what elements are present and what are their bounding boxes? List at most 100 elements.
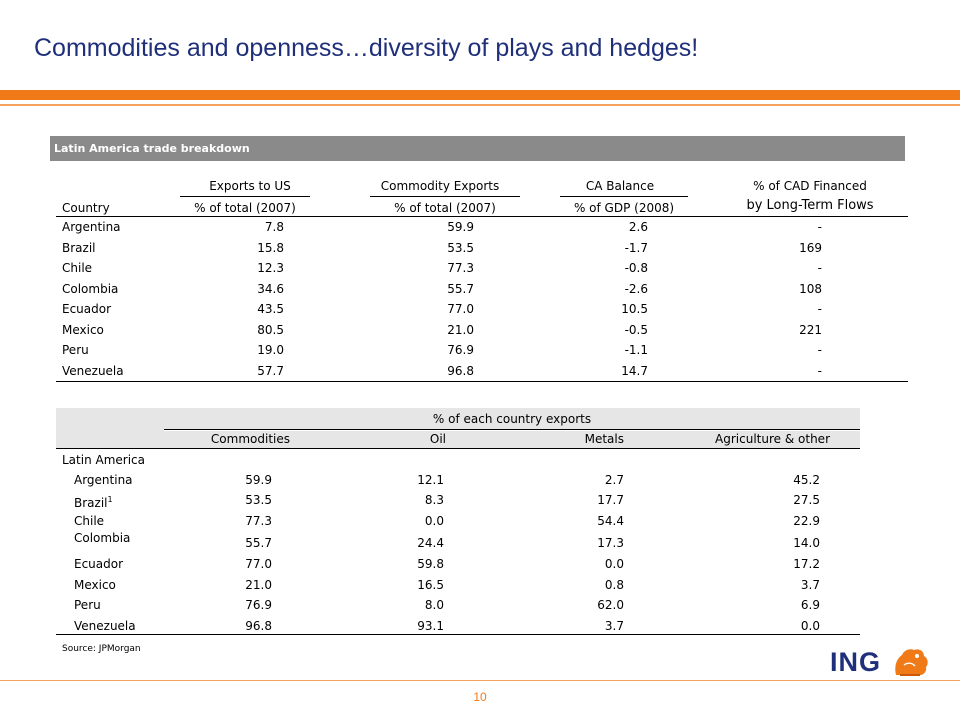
exports-us-value: 12.3	[257, 261, 284, 275]
oil-value: 12.1	[417, 473, 444, 487]
agriculture-value: 45.2	[793, 473, 820, 487]
country-name: Argentina	[74, 473, 133, 487]
agriculture-value: 27.5	[793, 493, 820, 507]
country-name: Brazil	[62, 241, 96, 255]
header-ca-balance: CA Balance	[585, 179, 655, 193]
commodity-value: 53.5	[447, 241, 474, 255]
ca-balance-value: 10.5	[621, 302, 648, 316]
exports-us-value: 34.6	[257, 282, 284, 296]
oil-value: 93.1	[417, 619, 444, 633]
section-header: Latin America trade breakdown	[50, 136, 905, 161]
cad-financed-value: 169	[799, 241, 822, 255]
oil-value: 59.8	[417, 557, 444, 571]
country-name: Chile	[74, 514, 105, 528]
super-header: % of each country exports	[432, 412, 592, 426]
header-country: Country	[62, 201, 110, 215]
ca-balance-value: -0.8	[624, 261, 648, 275]
agriculture-value: 17.2	[793, 557, 820, 571]
ca-balance-value: -1.7	[624, 241, 648, 255]
metals-value: 0.0	[604, 557, 624, 571]
exports-us-value: 57.7	[257, 364, 284, 378]
footnote-marker: 1	[107, 495, 113, 504]
commodities-value: 96.8	[245, 619, 272, 633]
exports-us-value: 43.5	[257, 302, 284, 316]
country-name: Brazil1	[74, 495, 113, 510]
commodities-value: 55.7	[245, 536, 272, 550]
country-name: Ecuador	[62, 302, 112, 316]
header-cad-unit: by Long-Term Flows	[746, 198, 874, 213]
agriculture-value: 22.9	[793, 514, 820, 528]
commodity-value: 76.9	[447, 343, 474, 357]
metals-value: 0.8	[604, 578, 624, 592]
commodity-value: 77.3	[447, 261, 474, 275]
cad-financed-value: 108	[799, 282, 822, 296]
metals-value: 54.4	[597, 514, 624, 528]
ing-logo: ING	[830, 645, 940, 681]
cad-financed-value: -	[817, 261, 822, 275]
logo-text: ING	[830, 647, 882, 677]
oil-value: 8.3	[424, 493, 444, 507]
commodity-value: 96.8	[447, 364, 474, 378]
country-name: Argentina	[62, 220, 121, 234]
header-accent-line	[0, 104, 960, 106]
header-commodity-exports: Commodity Exports	[380, 179, 500, 193]
commodities-value: 59.9	[245, 473, 272, 487]
header-exports-us-unit: % of total (2007)	[194, 201, 296, 215]
page-title: Commodities and openness…diversity of pl…	[34, 34, 699, 62]
ca-balance-value: -2.6	[624, 282, 648, 296]
cad-financed-value: -	[817, 220, 822, 234]
agriculture-value: 6.9	[800, 598, 820, 612]
commodity-value: 21.0	[447, 323, 474, 337]
header-cad-financed: % of CAD Financed	[753, 179, 867, 193]
group-label: Latin America	[62, 453, 145, 467]
metals-value: 62.0	[597, 598, 624, 612]
oil-value: 24.4	[417, 536, 444, 550]
country-name: Mexico	[62, 323, 104, 337]
oil-value: 0.0	[424, 514, 444, 528]
commodity-value: 59.9	[447, 220, 474, 234]
exports-us-value: 19.0	[257, 343, 284, 357]
footer-line	[0, 680, 960, 681]
oil-value: 16.5	[417, 578, 444, 592]
ca-balance-value: 2.6	[628, 220, 648, 234]
header-metals: Metals	[584, 432, 624, 446]
header-oil: Oil	[429, 432, 446, 446]
lion-icon	[895, 649, 928, 676]
exports-us-value: 80.5	[257, 323, 284, 337]
country-name: Ecuador	[74, 557, 124, 571]
cad-financed-value: -	[817, 364, 822, 378]
metals-value: 2.7	[604, 473, 624, 487]
country-name: Venezuela	[74, 619, 136, 633]
agriculture-value: 14.0	[793, 536, 820, 550]
commodity-value: 55.7	[447, 282, 474, 296]
commodity-value: 77.0	[447, 302, 474, 316]
ca-balance-value: -0.5	[624, 323, 648, 337]
agriculture-value: 0.0	[800, 619, 820, 633]
country-name: Venezuela	[62, 364, 124, 378]
country-name: Peru	[62, 343, 89, 357]
header-accent-bar	[0, 90, 960, 100]
metals-value: 17.3	[597, 536, 624, 550]
header-commodity-unit: % of total (2007)	[394, 201, 496, 215]
agriculture-value: 3.7	[800, 578, 820, 592]
commodities-value: 77.3	[245, 514, 272, 528]
exports-us-value: 15.8	[257, 241, 284, 255]
country-name: Colombia	[62, 282, 119, 296]
ca-balance-value: 14.7	[621, 364, 648, 378]
metals-value: 3.7	[604, 619, 624, 633]
page-number: 10	[473, 690, 487, 704]
cad-financed-value: 221	[799, 323, 822, 337]
cad-financed-value: -	[817, 343, 822, 357]
country-name: Mexico	[74, 578, 116, 592]
header-agriculture: Agriculture & other	[715, 432, 830, 446]
country-name: Chile	[62, 261, 93, 275]
country-name: Peru	[74, 598, 101, 612]
metals-value: 17.7	[597, 493, 624, 507]
oil-value: 8.0	[424, 598, 444, 612]
commodities-value: 53.5	[245, 493, 272, 507]
commodities-value: 76.9	[245, 598, 272, 612]
cad-financed-value: -	[817, 302, 822, 316]
exports-us-value: 7.8	[264, 220, 284, 234]
source-note: Source: JPMorgan	[62, 644, 141, 654]
commodities-value: 21.0	[245, 578, 272, 592]
